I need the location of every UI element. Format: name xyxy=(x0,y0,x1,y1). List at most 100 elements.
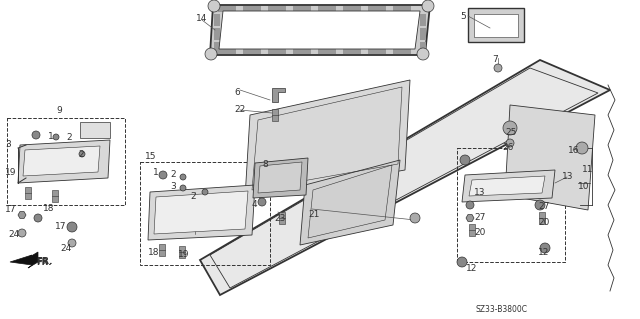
Circle shape xyxy=(202,189,208,195)
Text: FR.: FR. xyxy=(36,258,51,267)
Polygon shape xyxy=(245,80,410,198)
Text: FR.: FR. xyxy=(36,257,52,266)
Circle shape xyxy=(159,171,167,179)
Circle shape xyxy=(503,121,517,135)
Circle shape xyxy=(410,213,420,223)
Circle shape xyxy=(494,64,502,72)
Text: 1: 1 xyxy=(48,132,54,141)
Text: 11: 11 xyxy=(582,165,593,174)
Circle shape xyxy=(576,142,588,154)
Text: 6: 6 xyxy=(234,88,240,97)
Bar xyxy=(469,224,475,236)
Polygon shape xyxy=(258,162,302,193)
Text: 7: 7 xyxy=(492,55,498,64)
Text: 2: 2 xyxy=(190,192,196,201)
Polygon shape xyxy=(268,6,286,12)
Polygon shape xyxy=(268,48,286,54)
Polygon shape xyxy=(393,6,411,12)
Polygon shape xyxy=(80,122,110,138)
Polygon shape xyxy=(214,28,220,40)
Bar xyxy=(279,212,285,224)
Text: 13: 13 xyxy=(474,188,486,197)
Polygon shape xyxy=(466,215,474,221)
Text: 3: 3 xyxy=(170,182,176,191)
Polygon shape xyxy=(219,11,420,49)
Text: 5: 5 xyxy=(460,12,466,21)
Polygon shape xyxy=(462,170,555,202)
Polygon shape xyxy=(218,48,236,54)
Circle shape xyxy=(67,222,77,232)
Circle shape xyxy=(535,200,545,210)
Circle shape xyxy=(79,151,85,157)
Polygon shape xyxy=(214,42,220,54)
Polygon shape xyxy=(218,6,236,12)
Polygon shape xyxy=(420,28,426,40)
Text: 27: 27 xyxy=(474,213,485,222)
Circle shape xyxy=(417,48,429,60)
Polygon shape xyxy=(214,14,220,26)
Polygon shape xyxy=(10,252,38,268)
Text: 19: 19 xyxy=(5,168,17,177)
Polygon shape xyxy=(253,158,308,198)
Circle shape xyxy=(460,155,470,165)
Circle shape xyxy=(180,185,186,191)
Circle shape xyxy=(53,134,59,140)
Text: 1: 1 xyxy=(153,168,159,177)
Text: 21: 21 xyxy=(308,210,319,219)
Text: 14: 14 xyxy=(196,14,207,23)
Circle shape xyxy=(540,243,550,253)
Bar xyxy=(159,244,165,256)
Polygon shape xyxy=(18,211,26,219)
Bar xyxy=(179,246,185,258)
Bar xyxy=(52,190,58,202)
Polygon shape xyxy=(318,48,336,54)
Polygon shape xyxy=(243,6,261,12)
Text: 12: 12 xyxy=(538,248,549,257)
Circle shape xyxy=(180,174,186,180)
Polygon shape xyxy=(23,146,100,176)
Polygon shape xyxy=(154,191,248,234)
Circle shape xyxy=(32,131,40,139)
Polygon shape xyxy=(468,8,524,42)
Polygon shape xyxy=(343,48,361,54)
Circle shape xyxy=(466,201,474,209)
Text: 20: 20 xyxy=(474,228,485,237)
Polygon shape xyxy=(343,6,361,12)
Text: 10: 10 xyxy=(578,182,589,191)
Polygon shape xyxy=(148,185,255,240)
Text: 27: 27 xyxy=(538,202,549,211)
Polygon shape xyxy=(368,48,386,54)
Circle shape xyxy=(258,198,266,206)
Polygon shape xyxy=(474,14,518,37)
Text: 17: 17 xyxy=(5,205,17,214)
Circle shape xyxy=(208,0,220,12)
Text: 9: 9 xyxy=(56,106,61,115)
Polygon shape xyxy=(200,60,610,295)
Text: 4: 4 xyxy=(252,200,258,209)
Polygon shape xyxy=(210,5,430,55)
Text: 2: 2 xyxy=(66,133,72,142)
Text: 18: 18 xyxy=(148,248,159,257)
Polygon shape xyxy=(393,48,411,54)
Circle shape xyxy=(68,239,76,247)
Text: 2: 2 xyxy=(78,150,84,159)
Text: 22: 22 xyxy=(234,105,245,114)
Polygon shape xyxy=(368,6,386,12)
Text: 13: 13 xyxy=(562,172,573,181)
Circle shape xyxy=(506,139,514,147)
Text: 17: 17 xyxy=(55,222,67,231)
Text: 2: 2 xyxy=(170,170,175,179)
Text: 12: 12 xyxy=(466,264,477,273)
Circle shape xyxy=(205,48,217,60)
Text: 8: 8 xyxy=(262,160,268,169)
Polygon shape xyxy=(318,6,336,12)
Polygon shape xyxy=(420,42,426,54)
Circle shape xyxy=(457,257,467,267)
Text: 15: 15 xyxy=(145,152,157,161)
Text: 26: 26 xyxy=(502,143,513,152)
Polygon shape xyxy=(18,140,110,183)
Text: 25: 25 xyxy=(505,128,516,137)
Bar xyxy=(272,109,278,121)
Text: 23: 23 xyxy=(274,214,285,223)
Text: 3: 3 xyxy=(5,140,11,149)
